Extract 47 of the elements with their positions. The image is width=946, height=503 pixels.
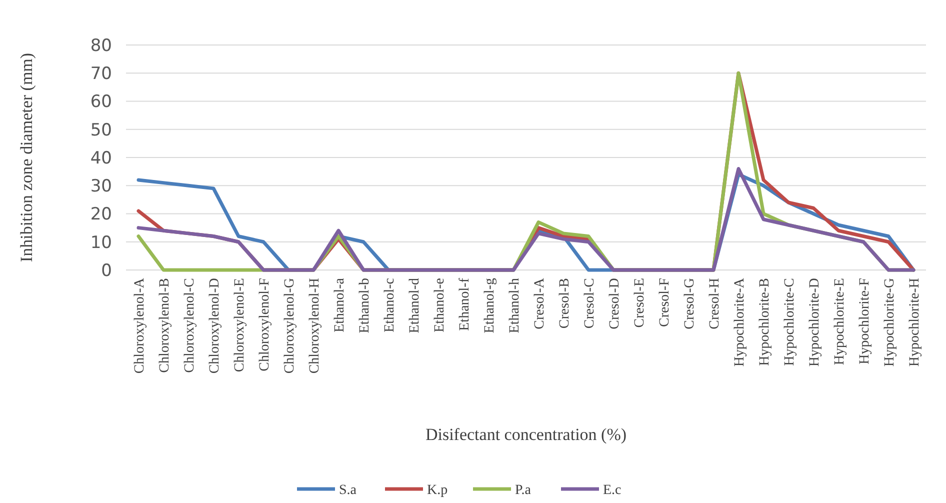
x-tick-label: Hypochlorite-B	[758, 278, 772, 366]
y-tick-label: 60	[90, 92, 112, 112]
x-tick-label: Cresol-D	[608, 278, 622, 330]
x-tick-label: Ethanol-e	[432, 278, 448, 332]
x-tick-label: Hypochlorite-A	[732, 277, 748, 367]
x-tick-label: Chloroxylenol-E	[232, 278, 248, 372]
x-tick-label: Chloroxylenol-H	[308, 278, 322, 374]
x-tick-label: Cresol-F	[658, 278, 672, 327]
x-tick-label: Cresol-G	[682, 278, 698, 330]
x-tick-label: Ethanol-g	[482, 278, 498, 334]
y-axis-title: Inhibition zone diameter (mm)	[17, 52, 36, 262]
x-tick-label: Ethanol-f	[458, 278, 472, 331]
x-tick-label: Hypochlorite-C	[782, 278, 798, 366]
legend-label: K.p	[427, 483, 448, 498]
legend-label: E.c	[603, 483, 622, 498]
x-tick-label: Chloroxylenol-F	[258, 278, 272, 372]
x-tick-label: Chloroxylenol-C	[182, 278, 198, 373]
y-tick-label: 80	[90, 36, 112, 56]
x-tick-label: Chloroxylenol-G	[282, 278, 298, 374]
y-tick-label: 40	[90, 148, 112, 168]
x-tick-label: Chloroxylenol-B	[158, 278, 172, 373]
x-tick-label: Chloroxylenol-A	[132, 277, 148, 374]
x-axis-title: Disifectant concentration (%)	[425, 425, 627, 444]
x-tick-label: Ethanol-b	[358, 278, 372, 334]
y-tick-label: 30	[90, 176, 112, 197]
x-tick-label: Hypochlorite-E	[832, 278, 848, 366]
x-tick-label: Ethanol-a	[332, 277, 348, 332]
x-tick-label: Ethanol-d	[408, 278, 422, 334]
y-tick-label: 20	[90, 204, 112, 225]
x-tick-label: Hypochlorite-H	[908, 278, 922, 367]
x-tick-label: Hypochlorite-F	[858, 278, 872, 364]
y-tick-label: 50	[90, 120, 112, 140]
y-tick-label: 70	[90, 64, 112, 84]
x-tick-label: Cresol-E	[632, 278, 648, 328]
y-tick-label: 0	[101, 260, 112, 281]
x-tick-label: Cresol-A	[532, 277, 548, 330]
x-tick-label: Cresol-C	[582, 278, 598, 329]
x-tick-label: Ethanol-h	[508, 278, 522, 334]
x-tick-label: Ethanol-c	[382, 278, 398, 332]
x-tick-label: Cresol-B	[558, 278, 572, 329]
legend-label: S.a	[339, 483, 358, 498]
legend-label: P.a	[515, 483, 532, 498]
y-tick-label: 10	[90, 232, 112, 253]
x-tick-label: Cresol-H	[708, 278, 722, 330]
x-tick-label: Hypochlorite-D	[808, 278, 822, 367]
x-tick-label: Chloroxylenol-D	[208, 278, 222, 374]
x-tick-label: Hypochlorite-G	[882, 278, 898, 367]
